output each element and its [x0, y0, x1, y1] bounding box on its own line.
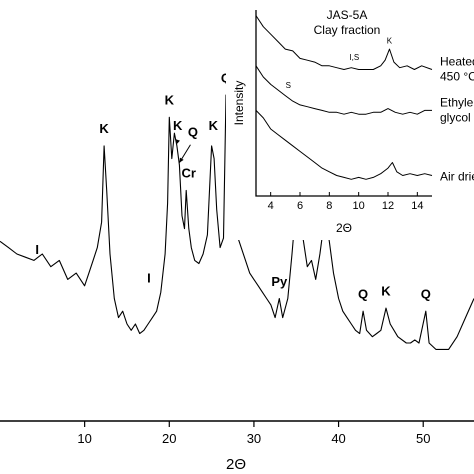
inset-x-tick-label-8: 8 — [326, 200, 332, 212]
main-peak-label: Q — [421, 287, 431, 302]
inset-series-lines — [255, 15, 433, 180]
inset-y-axis-label: Intensity — [232, 81, 246, 126]
main-peak-arrow-q-head — [179, 157, 184, 163]
inset-series-labels: Heated450 °C Ethyleneglycol Air dried — [440, 55, 474, 184]
main-x-tick-label-40: 40 — [331, 431, 345, 446]
inset-x-tick-label-4: 4 — [268, 200, 274, 212]
inset-x-tick-label-14: 14 — [411, 200, 423, 212]
inset-peak-label: S — [286, 81, 291, 90]
main-peak-label: K — [99, 121, 109, 136]
inset-series-label: 450 °C — [440, 70, 474, 84]
main-x-tick-label-10: 10 — [77, 431, 91, 446]
inset-series-line-1 — [255, 65, 432, 115]
main-peak-label: I — [147, 271, 151, 286]
inset-peak-label: I,S — [349, 53, 359, 62]
main-x-tick-label-50: 50 — [416, 431, 430, 446]
main-peak-label: Q — [358, 287, 368, 302]
inset-x-tick-label-6: 6 — [297, 200, 303, 212]
main-peak-arrow-k-head — [175, 139, 180, 144]
inset-subtitle: Clay fraction — [314, 23, 381, 37]
inset-background — [226, 0, 474, 240]
inset-peak-labels: I,S K S — [286, 36, 393, 90]
inset-x-ticks: 4 6 8 10 12 14 — [268, 192, 423, 212]
main-peak-label: Q — [188, 124, 198, 139]
inset-axes — [255, 10, 432, 197]
main-peak-label: Cr — [182, 166, 196, 181]
main-peak-label: Q — [221, 70, 231, 85]
inset-x-tick-label-12: 12 — [382, 200, 394, 212]
inset-series-label: Air dried — [440, 170, 474, 184]
main-peak-label: K — [381, 283, 391, 298]
inset-series-line-2 — [255, 110, 433, 180]
main-peak-label: K — [173, 118, 183, 133]
inset-chart: 4 6 8 10 12 14 I,S K S Heated450 °C Ethyleneglyc… — [226, 0, 474, 240]
inset-series-label: glycol — [440, 110, 471, 124]
main-peak-label: I — [35, 242, 39, 257]
main-peak-label: K — [165, 93, 175, 108]
main-x-axis-label: 2Θ — [226, 456, 246, 473]
inset-x-axis-label: 2Θ — [336, 221, 352, 235]
inset-peak-label: K — [387, 36, 393, 45]
main-x-tick-label-20: 20 — [162, 431, 176, 446]
inset-series-line-0 — [255, 15, 433, 70]
main-peak-label: K — [209, 118, 219, 133]
inset-title: JAS-5A — [327, 8, 368, 22]
main-peak-label: Py — [271, 274, 288, 289]
inset-series-label: Heated — [440, 55, 474, 69]
inset-series-label: Ethylene — [440, 95, 474, 109]
main-x-ticks: 10 20 30 40 50 — [77, 421, 430, 446]
main-x-tick-label-30: 30 — [247, 431, 261, 446]
inset-x-tick-label-10: 10 — [353, 200, 365, 212]
